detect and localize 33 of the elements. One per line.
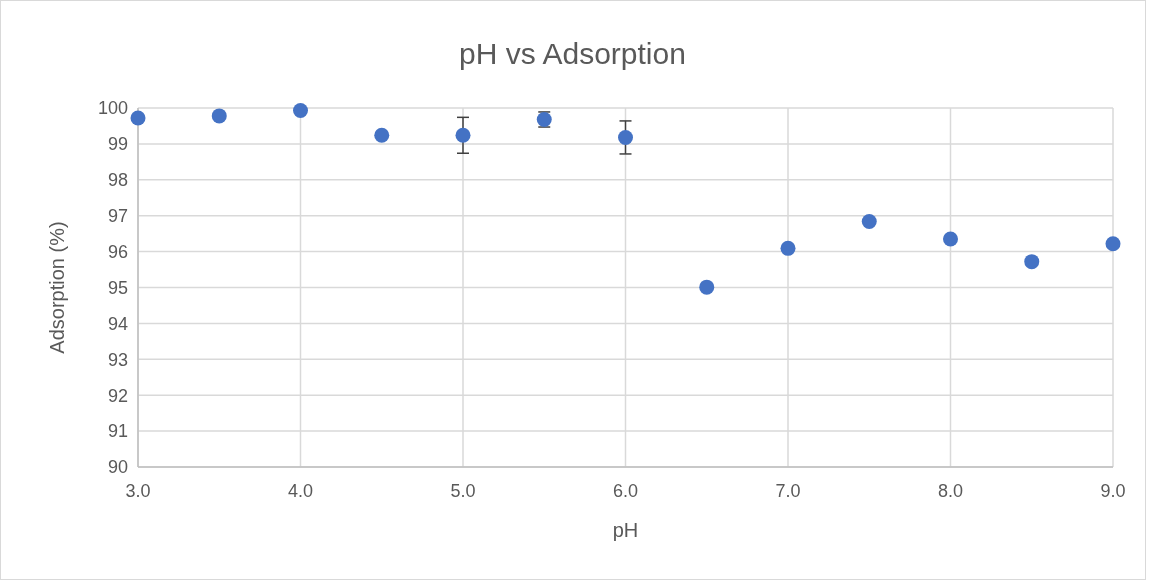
y-tick-label: 99 <box>107 134 128 155</box>
point <box>943 231 958 247</box>
x-tick-label: 6.0 <box>612 481 639 501</box>
y-tick-label: 98 <box>107 170 128 191</box>
x-tick-label: 9.0 <box>1100 481 1126 501</box>
x-tick-label: 8.0 <box>937 481 964 501</box>
x-tick-label: 3.0 <box>125 481 151 501</box>
y-tick-label: 94 <box>107 313 128 334</box>
y-axis-title: Adsorption (%) <box>46 221 68 354</box>
x-tick-label: 5.0 <box>450 481 476 501</box>
x-tick-label: 4.0 <box>287 481 314 501</box>
point <box>455 127 471 143</box>
y-tick-label: 100 <box>97 98 128 119</box>
point <box>1105 236 1121 252</box>
point <box>861 213 877 229</box>
y-tick-label: 91 <box>107 421 128 442</box>
point <box>211 108 227 124</box>
point <box>699 279 715 295</box>
point <box>374 127 390 143</box>
point <box>293 103 308 119</box>
point <box>1024 254 1040 270</box>
point <box>130 110 146 126</box>
y-tick-label: 96 <box>107 241 128 262</box>
x-axis-title: pH <box>612 519 639 541</box>
y-tick-label: 92 <box>107 385 128 406</box>
y-tick-label: 97 <box>107 206 128 226</box>
chart-title: pH vs Adsorption <box>459 37 686 70</box>
point <box>618 129 633 145</box>
point <box>780 240 796 256</box>
y-tick-label: 90 <box>107 457 128 478</box>
x-tick-label: 7.0 <box>775 481 801 501</box>
y-tick-label: 95 <box>107 277 128 298</box>
y-tick-label: 93 <box>107 349 128 370</box>
